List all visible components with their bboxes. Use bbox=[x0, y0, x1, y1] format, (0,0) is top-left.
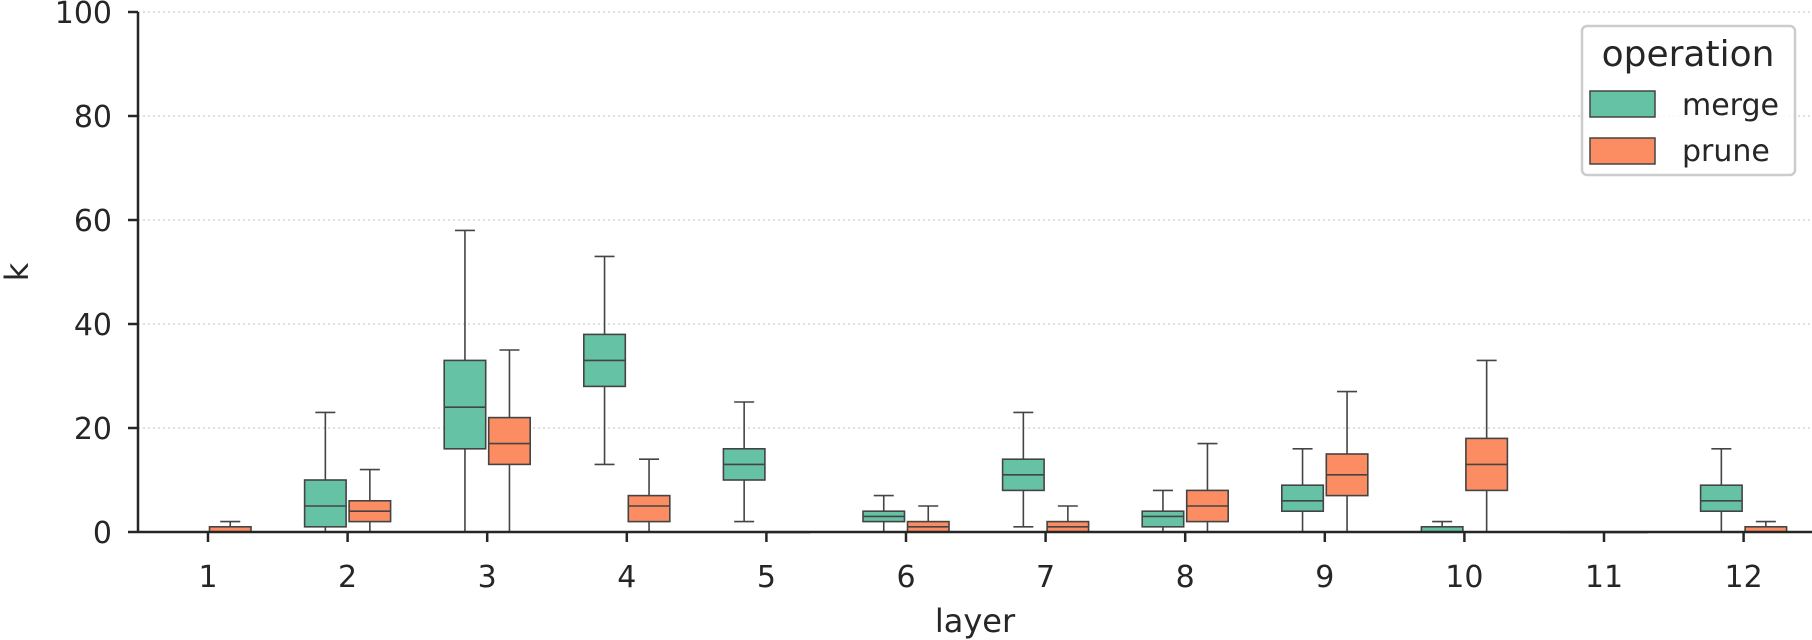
x-tick-label-5: 5 bbox=[757, 560, 776, 595]
box-iqr bbox=[1281, 484, 1325, 513]
box-iqr bbox=[1141, 510, 1185, 528]
y-ticks: 0 20 40 60 80 100 bbox=[55, 0, 138, 551]
box-iqr bbox=[303, 479, 347, 528]
x-tick-label-11: 11 bbox=[1585, 560, 1623, 595]
x-tick-label-12: 12 bbox=[1725, 560, 1763, 595]
box-merge-layer-3 bbox=[443, 229, 487, 533]
y-tick-label-60: 60 bbox=[74, 204, 112, 239]
box-iqr bbox=[1699, 484, 1743, 513]
box-merge-layer-12 bbox=[1699, 447, 1743, 533]
box-prune-layer-1 bbox=[208, 520, 252, 533]
box-merge-layer-5 bbox=[722, 401, 766, 523]
x-tick-label-9: 9 bbox=[1315, 560, 1334, 595]
legend-title: operation bbox=[1602, 34, 1775, 75]
y-tick-label-100: 100 bbox=[55, 0, 112, 31]
gridlines bbox=[138, 11, 1812, 429]
x-tick-label-2: 2 bbox=[338, 560, 357, 595]
x-ticks: 1 2 3 4 5 6 7 8 9 10 11 12 bbox=[198, 532, 1763, 595]
legend: operation merge prune bbox=[1580, 24, 1797, 177]
box-merge-layer-2 bbox=[303, 411, 347, 533]
box-merge-layer-10 bbox=[1420, 520, 1464, 533]
x-tick-label-7: 7 bbox=[1036, 560, 1055, 595]
legend-label-prune: prune bbox=[1682, 134, 1770, 169]
box-prune-layer-9 bbox=[1325, 390, 1369, 533]
boxes bbox=[208, 229, 1788, 534]
y-axis-title: k bbox=[0, 262, 36, 281]
y-tick-label-40: 40 bbox=[74, 308, 112, 343]
box-prune-layer-10 bbox=[1465, 359, 1509, 533]
box-merge-layer-7 bbox=[1001, 411, 1045, 528]
y-tick-label-20: 20 bbox=[74, 412, 112, 447]
box-prune-layer-2 bbox=[348, 468, 392, 533]
box-merge-layer-4 bbox=[582, 255, 627, 466]
x-tick-label-3: 3 bbox=[478, 560, 497, 595]
box-prune-layer-4 bbox=[627, 458, 671, 533]
x-tick-label-8: 8 bbox=[1176, 560, 1195, 595]
box-prune-layer-3 bbox=[487, 349, 532, 533]
box-merge-layer-8 bbox=[1141, 489, 1185, 533]
x-tick-label-10: 10 bbox=[1445, 560, 1483, 595]
box-prune-layer-6 bbox=[906, 505, 950, 533]
box-merge-layer-6 bbox=[862, 494, 906, 533]
y-tick-label-0: 0 bbox=[93, 516, 112, 551]
legend-swatch-merge bbox=[1589, 90, 1656, 118]
x-tick-label-6: 6 bbox=[896, 560, 915, 595]
x-tick-label-4: 4 bbox=[617, 560, 636, 595]
y-tick-label-80: 80 bbox=[74, 100, 112, 135]
axes bbox=[136, 12, 1812, 534]
box-prune-layer-8 bbox=[1185, 442, 1229, 533]
box-iqr bbox=[487, 416, 532, 466]
box-prune-layer-7 bbox=[1046, 505, 1090, 533]
x-tick-label-1: 1 bbox=[198, 560, 217, 595]
legend-swatch-prune bbox=[1589, 137, 1656, 165]
box-iqr bbox=[627, 494, 671, 523]
box-prune-layer-12 bbox=[1744, 520, 1788, 533]
legend-label-merge: merge bbox=[1682, 88, 1779, 123]
box-merge-layer-9 bbox=[1281, 447, 1325, 533]
x-axis-title: layer bbox=[935, 602, 1016, 640]
box-iqr bbox=[443, 359, 487, 450]
